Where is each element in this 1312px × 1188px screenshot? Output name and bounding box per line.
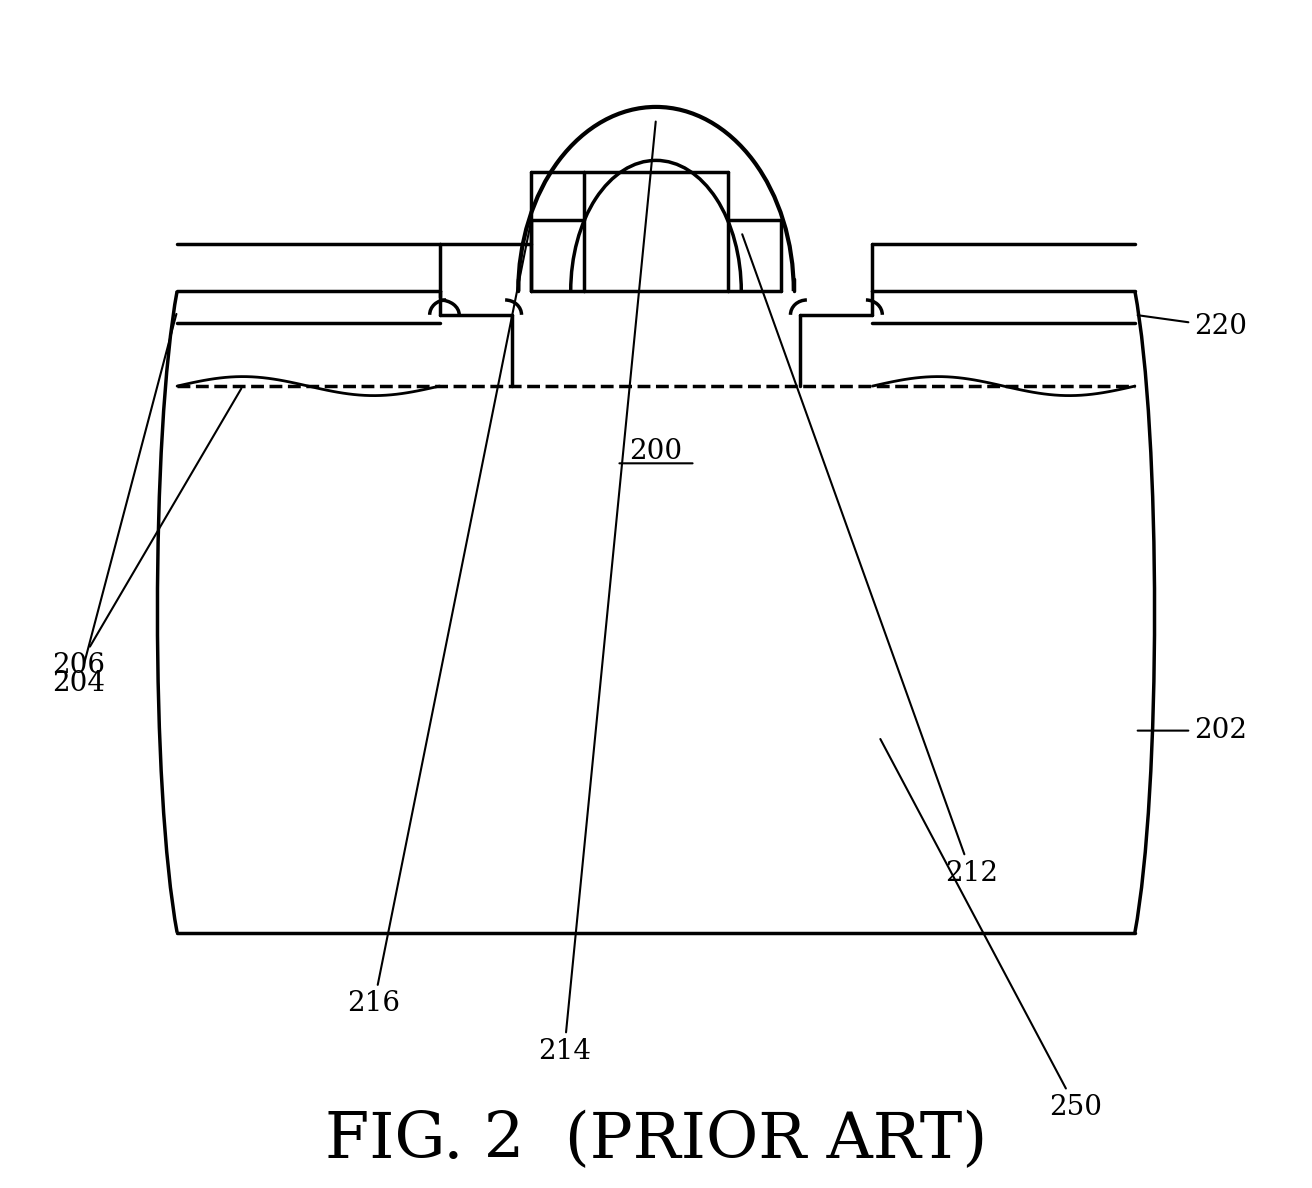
Text: 212: 212 xyxy=(743,234,997,886)
Text: 220: 220 xyxy=(1138,314,1246,340)
Text: 200: 200 xyxy=(630,438,682,465)
Text: 202: 202 xyxy=(1138,718,1246,744)
Text: FIG. 2  (PRIOR ART): FIG. 2 (PRIOR ART) xyxy=(325,1110,987,1171)
Text: 214: 214 xyxy=(538,121,656,1064)
Text: 206: 206 xyxy=(52,388,241,678)
Text: 204: 204 xyxy=(52,314,176,696)
Text: 216: 216 xyxy=(348,222,531,1017)
Text: 250: 250 xyxy=(880,739,1102,1120)
